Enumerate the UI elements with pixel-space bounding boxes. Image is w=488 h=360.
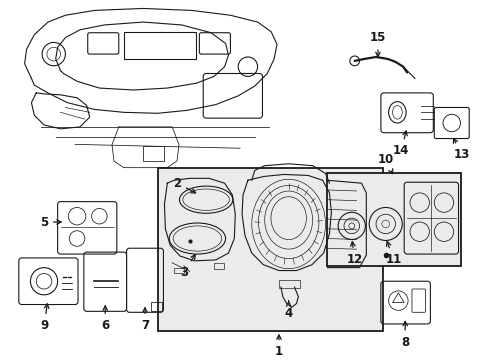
Bar: [327, 174, 461, 266]
Text: 4: 4: [284, 301, 292, 320]
Text: 6: 6: [101, 306, 109, 332]
Text: 1: 1: [274, 335, 283, 358]
Bar: [157, 168, 382, 331]
Bar: [174, 267, 183, 274]
Text: 2: 2: [173, 177, 195, 193]
Text: 8: 8: [400, 321, 408, 348]
Text: 13: 13: [452, 138, 468, 161]
Text: 3: 3: [180, 255, 195, 279]
Text: 7: 7: [141, 308, 149, 332]
Text: 5: 5: [40, 216, 61, 229]
Bar: [278, 280, 300, 288]
Text: 15: 15: [369, 31, 386, 57]
Text: 9: 9: [40, 304, 49, 332]
Bar: [150, 302, 162, 311]
Text: 12: 12: [346, 242, 362, 266]
Text: 14: 14: [392, 131, 408, 157]
Bar: [143, 146, 164, 161]
Text: 11: 11: [385, 242, 401, 266]
Text: 10: 10: [377, 153, 393, 174]
Bar: [123, 32, 196, 59]
Bar: [213, 263, 223, 269]
